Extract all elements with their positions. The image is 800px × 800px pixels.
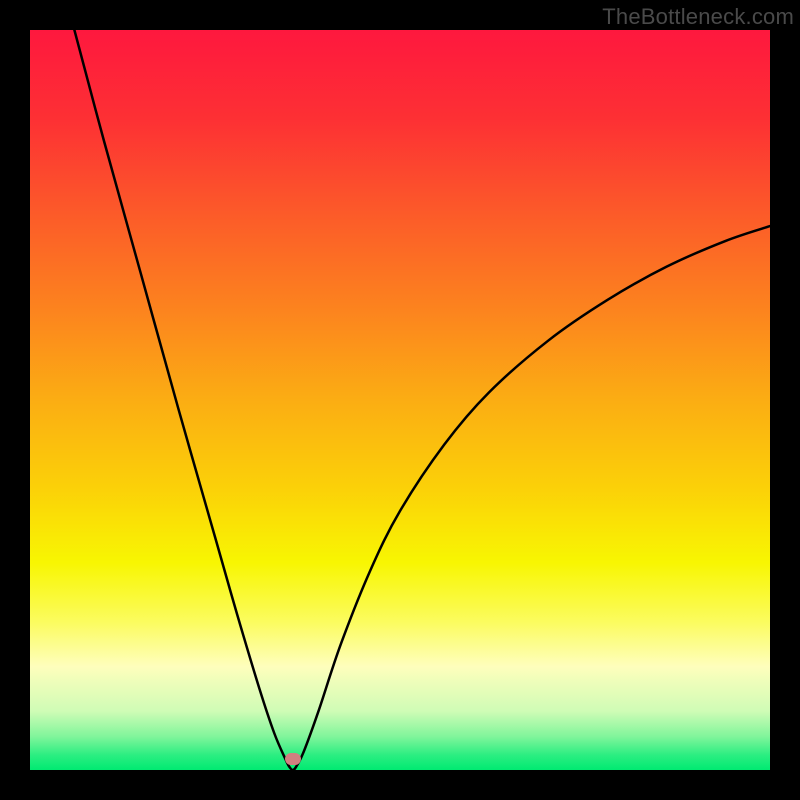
plot-area (30, 30, 770, 770)
watermark-label: TheBottleneck.com (602, 4, 794, 30)
vertex-marker (285, 753, 301, 765)
plot-svg (30, 30, 770, 770)
figure-canvas: TheBottleneck.com (0, 0, 800, 800)
gradient-background (30, 30, 770, 770)
